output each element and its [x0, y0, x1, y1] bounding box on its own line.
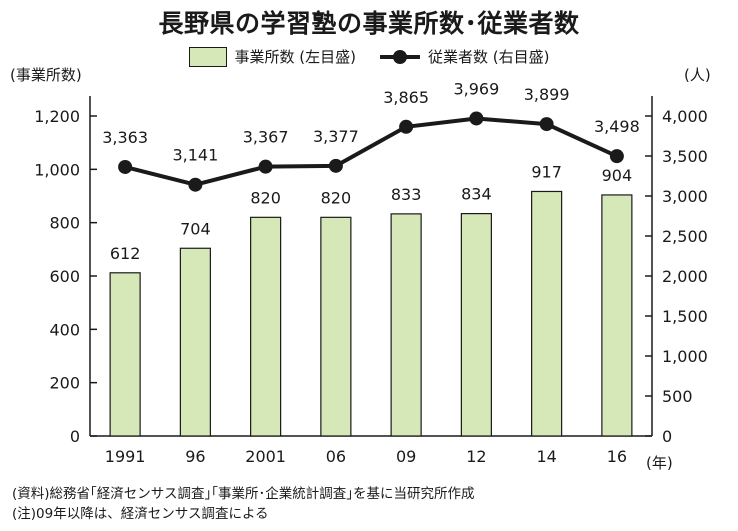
right-tick-label: 2,500 [662, 227, 708, 246]
x-tick-label: 1991 [105, 447, 146, 466]
line-point [328, 158, 343, 173]
legend: 事業所数 (左目盛) 従業者数 (右目盛) [0, 46, 738, 67]
line-value-label: 3,367 [243, 128, 289, 147]
line-value-label: 3,141 [172, 146, 218, 165]
right-tick-label: 3,000 [662, 187, 708, 206]
footnote: (注)09年以降は、経済センサス調査による [12, 506, 269, 522]
x-axis-unit: (年) [646, 454, 673, 472]
bar-value-label: 917 [531, 162, 562, 181]
right-tick-label: 500 [662, 387, 693, 406]
right-tick-label: 4,000 [662, 107, 708, 126]
line-value-label: 3,899 [524, 85, 570, 104]
line-point [258, 159, 273, 174]
bar [179, 247, 211, 437]
right-tick-label: 1,500 [662, 307, 708, 326]
left-axis-unit: (事業所数) [10, 66, 82, 84]
right-tick-label: 2,000 [662, 267, 708, 286]
x-tick-label: 2001 [245, 447, 286, 466]
left-tick-label: 400 [49, 320, 80, 339]
employee-line [124, 116, 618, 187]
source-note: (資料)総務省｢経済センサス調査｣｢事業所･企業統計調査｣を基に当研究所作成 [12, 486, 475, 502]
x-tick-label: 16 [607, 447, 627, 466]
line-value-label: 3,969 [453, 79, 499, 98]
left-tick-label: 1,200 [34, 107, 80, 126]
legend-bar-swatch [188, 46, 227, 67]
line-point [188, 177, 203, 192]
right-axis-unit: (人) [684, 66, 711, 84]
x-tick-label: 96 [185, 447, 205, 466]
bar-value-label: 820 [321, 188, 352, 207]
line-value-label: 3,498 [594, 117, 640, 136]
x-tick-label: 09 [396, 447, 416, 466]
bar [460, 213, 492, 437]
left-tick-label: 200 [49, 374, 80, 393]
bar [109, 272, 141, 437]
line-point [399, 119, 414, 134]
bar [531, 190, 563, 437]
bar [601, 194, 633, 437]
bar [390, 213, 422, 437]
right-tick-label: 0 [662, 427, 672, 446]
left-tick-label: 600 [49, 267, 80, 286]
legend-bar-label: 事業所数 (左目盛) [234, 48, 356, 66]
line-value-label: 3,377 [313, 127, 359, 146]
bar-value-label: 704 [180, 219, 211, 238]
bar-value-label: 904 [602, 166, 633, 185]
x-tick-label: 12 [466, 447, 486, 466]
bar-value-label: 612 [110, 244, 141, 263]
line-point [609, 149, 624, 164]
line-value-label: 3,865 [383, 88, 429, 107]
bar [320, 216, 352, 437]
left-tick-label: 1,000 [34, 160, 80, 179]
bar-value-label: 833 [391, 185, 422, 204]
line-point [539, 117, 554, 132]
bar-value-label: 834 [461, 185, 492, 204]
bar [250, 216, 282, 437]
right-tick-label: 1,000 [662, 347, 708, 366]
x-tick-label: 06 [326, 447, 346, 466]
left-tick-label: 800 [49, 214, 80, 233]
left-tick-label: 0 [70, 427, 80, 446]
legend-line-swatch [380, 47, 420, 67]
line-point [118, 159, 133, 174]
legend-line-label: 従業者数 (右目盛) [428, 48, 550, 66]
line-value-label: 3,363 [102, 128, 148, 147]
legend-item-bars: 事業所数 (左目盛) [188, 46, 356, 67]
notes: (資料)総務省｢経済センサス調査｣｢事業所･企業統計調査｣を基に当研究所作成 (… [12, 484, 475, 524]
right-tick-label: 3,500 [662, 147, 708, 166]
legend-item-line: 従業者数 (右目盛) [380, 46, 549, 67]
bar-value-label: 820 [250, 188, 281, 207]
x-tick-label: 14 [536, 447, 556, 466]
chart-title: 長野県の学習塾の事業所数･従業者数 [158, 9, 580, 38]
line-point [469, 111, 484, 126]
